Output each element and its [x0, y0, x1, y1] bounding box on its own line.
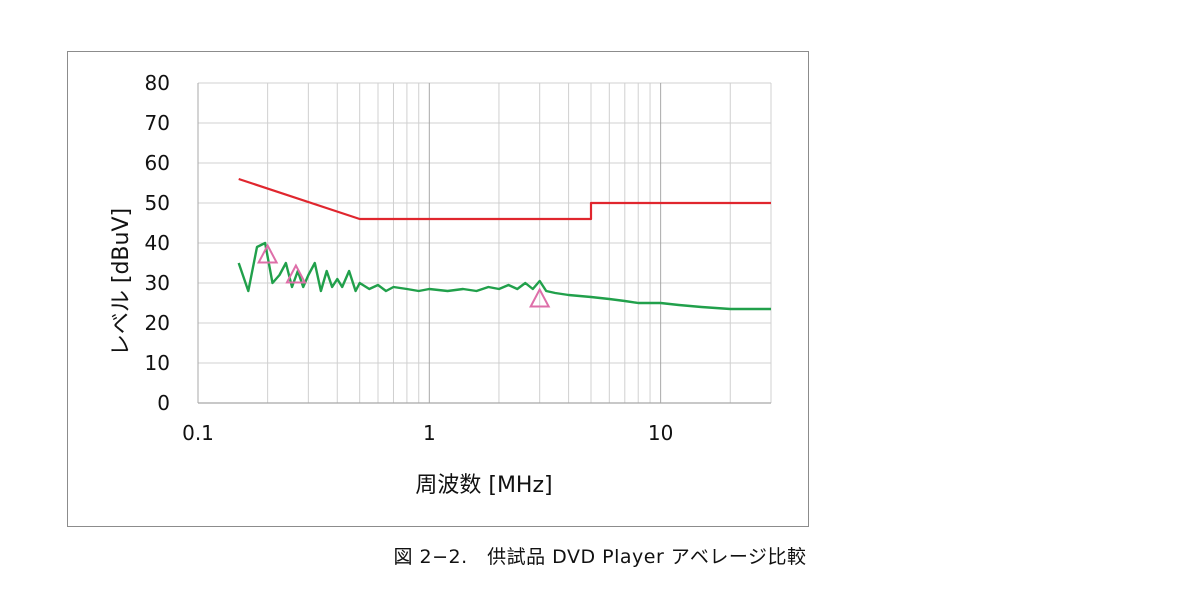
x-axis-title: 周波数 [MHz] — [415, 473, 552, 498]
series-line-2 — [238, 177, 771, 221]
y-tick-label: 50 — [145, 191, 170, 215]
y-tick-label: 40 — [145, 231, 170, 255]
emi-marker — [529, 287, 551, 308]
series — [237, 177, 771, 311]
grid — [197, 82, 772, 404]
y-axis-title: レベル [dBuV] — [109, 208, 134, 356]
y-tick-label: 20 — [145, 311, 170, 335]
series-line-0 — [237, 241, 771, 311]
x-tick-labels: 0.1 1 10 — [182, 421, 673, 445]
y-tick-label: 0 — [157, 391, 170, 415]
x-tick-label: 0.1 — [182, 421, 214, 445]
y-tick-label: 60 — [145, 151, 170, 175]
chart-svg: 0 10 20 30 40 50 60 70 80 0.1 1 10 周波数 [MHz] レベル [… — [109, 71, 772, 498]
emi-marker — [256, 243, 279, 264]
y-tick-label: 80 — [145, 71, 170, 95]
x-tick-label: 10 — [648, 421, 673, 445]
x-tick-label: 1 — [423, 421, 436, 445]
y-tick-label: 30 — [145, 271, 170, 295]
chart-frame: 0 10 20 30 40 50 60 70 80 0.1 1 10 周波数 [MHz] レベル [… — [67, 51, 809, 527]
y-tick-labels: 0 10 20 30 40 50 60 70 80 — [145, 71, 170, 415]
figure-caption: 図 2−2. 供試品 DVD Player アベレージ比較 — [393, 546, 807, 568]
y-tick-label: 10 — [145, 351, 170, 375]
emi-marker — [285, 263, 307, 284]
y-tick-label: 70 — [145, 111, 170, 135]
